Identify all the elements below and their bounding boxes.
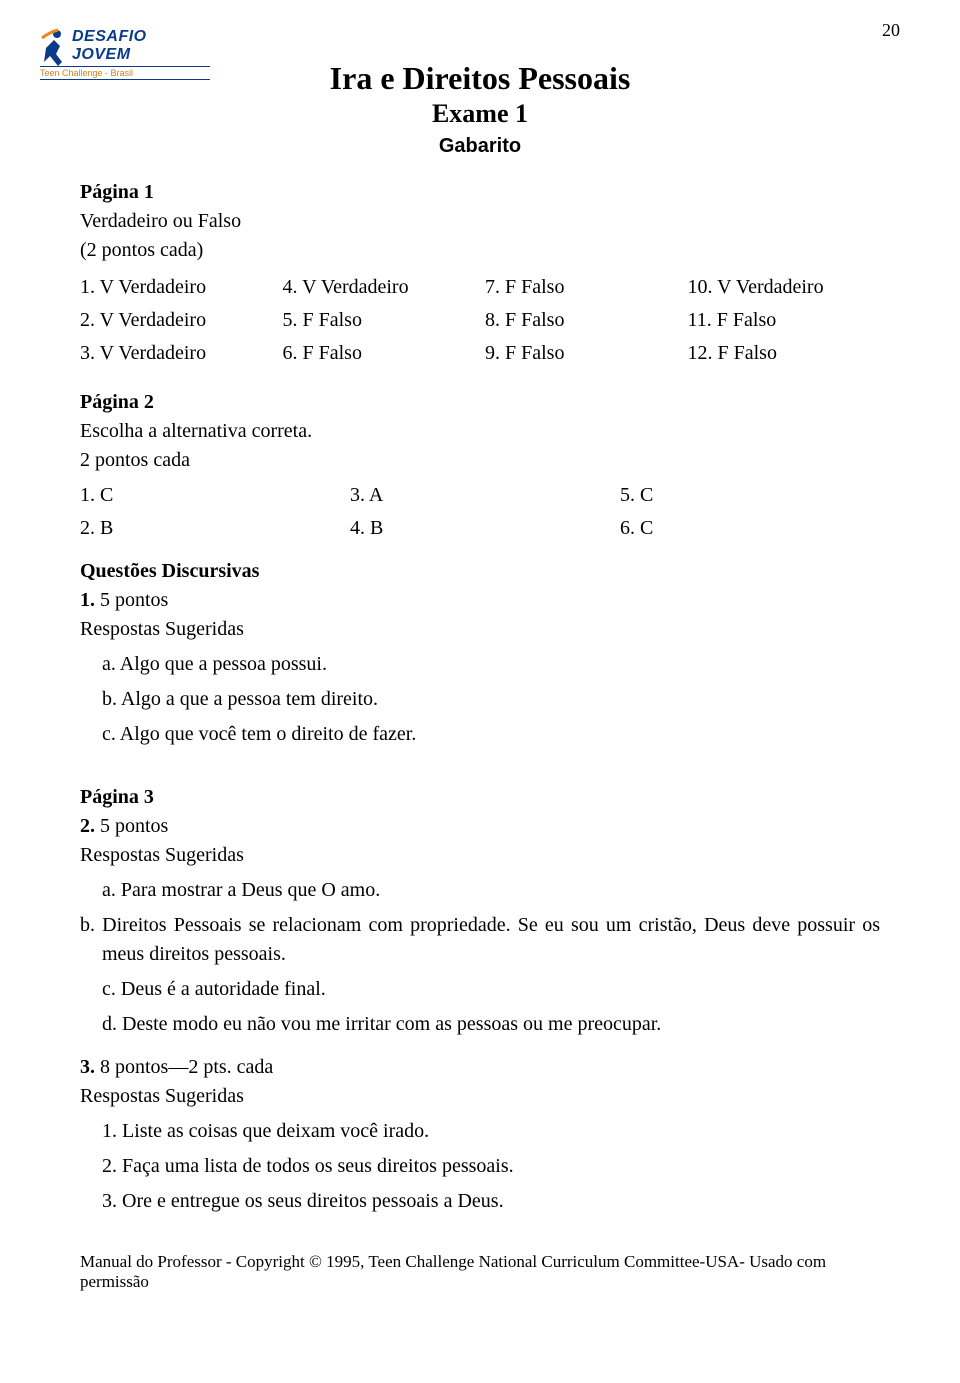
mc-cell: 5. C <box>620 481 880 510</box>
q1-sug: Respostas Sugeridas <box>80 615 880 644</box>
q1-header: 1. 5 pontos <box>80 586 880 615</box>
pagina2-section: Página 2 Escolha a alternativa correta. … <box>80 388 880 749</box>
logo: DESAFIO JOVEM Teen Challenge - Brasil <box>40 28 210 80</box>
tf-cell: 3. V Verdadeiro <box>80 339 273 368</box>
tf-cell: 7. F Falso <box>485 273 678 302</box>
q3-item: 3. Ore e entregue os seus direitos pesso… <box>80 1187 880 1216</box>
q2-item: a. Para mostrar a Deus que O amo. <box>80 876 880 905</box>
q1-pts: 5 pontos <box>95 589 168 611</box>
tf-cell: 1. V Verdadeiro <box>80 273 273 302</box>
page-number: 20 <box>882 20 900 41</box>
tf-cell: 4. V Verdadeiro <box>283 273 476 302</box>
q3-sug: Respostas Sugeridas <box>80 1082 880 1111</box>
tf-cell: 8. F Falso <box>485 306 678 335</box>
q2-pts: 5 pontos <box>95 815 168 837</box>
q2-label: 2. <box>80 815 95 837</box>
tf-cell: 10. V Verdadeiro <box>688 273 881 302</box>
tf-cell: 9. F Falso <box>485 339 678 368</box>
q2-sug: Respostas Sugeridas <box>80 841 880 870</box>
q1-label: 1. <box>80 589 95 611</box>
q3-label: 3. <box>80 1056 95 1078</box>
mc-cell: 6. C <box>620 514 880 543</box>
q3-item: 2. Faça uma lista de todos os seus direi… <box>80 1152 880 1181</box>
logo-subtitle: Teen Challenge - Brasil <box>40 66 210 80</box>
tf-cell: 5. F Falso <box>283 306 476 335</box>
runner-icon <box>40 28 68 68</box>
footer-text: Manual do Professor - Copyright © 1995, … <box>80 1252 880 1292</box>
doc-gabarito: Gabarito <box>80 135 880 158</box>
pagina2-line1: Escolha a alternativa correta. <box>80 417 880 446</box>
page: 20 DESAFIO JOVEM Teen Challenge - Brasil… <box>0 0 960 1332</box>
pagina1-section: Página 1 Verdadeiro ou Falso (2 pontos c… <box>80 178 880 368</box>
mc-cell: 2. B <box>80 514 340 543</box>
mc-cell: 1. C <box>80 481 340 510</box>
pagina1-grid: 1. V Verdadeiro 4. V Verdadeiro 7. F Fal… <box>80 273 880 368</box>
pagina3-heading: Página 3 <box>80 783 880 812</box>
tf-cell: 12. F Falso <box>688 339 881 368</box>
tf-cell: 11. F Falso <box>688 306 881 335</box>
q3-pts: 8 pontos—2 pts. cada <box>95 1056 273 1078</box>
q2-item: c. Deus é a autoridade final. <box>80 975 880 1004</box>
q1-item: c. Algo que você tem o direito de fazer. <box>80 720 880 749</box>
q1-item: a. Algo que a pessoa possui. <box>80 650 880 679</box>
pagina3-section: Página 3 2. 5 pontos Respostas Sugeridas… <box>80 783 880 1216</box>
discursivas-heading: Questões Discursivas <box>80 557 880 586</box>
q2-header: 2. 5 pontos <box>80 812 880 841</box>
q3-header: 3. 8 pontos—2 pts. cada <box>80 1053 880 1082</box>
pagina1-line1: Verdadeiro ou Falso <box>80 207 880 236</box>
mc-cell: 3. A <box>350 481 610 510</box>
doc-subtitle: Exame 1 <box>80 99 880 129</box>
tf-cell: 6. F Falso <box>283 339 476 368</box>
pagina1-line2: (2 pontos cada) <box>80 236 880 265</box>
q2-item: d. Deste modo eu não vou me irritar com … <box>80 1010 880 1039</box>
pagina2-heading: Página 2 <box>80 388 880 417</box>
q3-item: 1. Liste as coisas que deixam você irado… <box>80 1117 880 1146</box>
tf-cell: 2. V Verdadeiro <box>80 306 273 335</box>
pagina2-line2: 2 pontos cada <box>80 446 880 475</box>
q1-item: b. Algo a que a pessoa tem direito. <box>80 685 880 714</box>
pagina2-grid: 1. C 3. A 5. C 2. B 4. B 6. C <box>80 481 880 543</box>
pagina1-heading: Página 1 <box>80 178 880 207</box>
q2-item: b. Direitos Pessoais se relacionam com p… <box>80 911 880 969</box>
mc-cell: 4. B <box>350 514 610 543</box>
